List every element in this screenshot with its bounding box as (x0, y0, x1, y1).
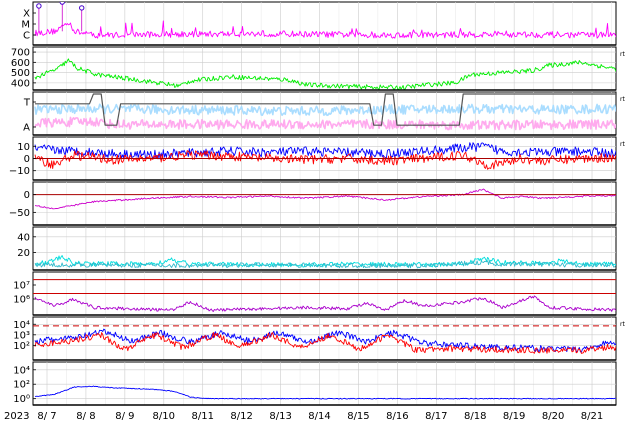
x-start-label: 2023 (4, 411, 29, 422)
series-group (33, 188, 616, 210)
panel-high-energy-proton: 10⁴ 10² 10⁰ (13, 361, 617, 406)
series-line (34, 332, 616, 354)
x-tick-label: 8/ 8 (76, 411, 95, 422)
y-tick-label: M (21, 20, 30, 31)
y-tick-label: 400 (11, 78, 30, 89)
series-group (34, 93, 616, 131)
y-tick-label: 600 (11, 58, 30, 69)
series-line (35, 93, 616, 126)
panel-frame (32, 316, 617, 361)
y-tick-label: 10⁰ (13, 394, 30, 405)
panel-side-tag: rt (620, 96, 625, 103)
panel-frame (32, 46, 617, 91)
series-group (33, 142, 616, 170)
series-line (34, 295, 616, 312)
x-tick-label: 8/15 (347, 411, 369, 422)
x-tick-label: 8/18 (464, 411, 486, 422)
y-tick-label: 10⁷ (13, 281, 30, 292)
y-tick-label: −10 (9, 166, 30, 177)
series-line (34, 116, 616, 131)
panel-side-tag: rt (620, 141, 625, 148)
series-line (34, 328, 616, 353)
series-group (34, 2, 616, 39)
x-tick-label: 8/13 (269, 411, 291, 422)
panel-dst-index: 0 −50 (9, 181, 617, 226)
panel-side-tag: rt (620, 321, 625, 328)
series-line (34, 142, 616, 160)
series-group (34, 58, 616, 90)
y-tick-label: 10² (13, 341, 30, 352)
panel-frame (32, 1, 617, 46)
x-tick-label: 8/20 (542, 411, 564, 422)
x-tick-label: 8/11 (191, 411, 213, 422)
x-tick-label: 8/ 9 (115, 411, 134, 422)
flare-marker (59, 2, 65, 5)
panel-imf-sector: T Art (23, 91, 625, 136)
series-line (34, 260, 616, 269)
series-line (34, 150, 616, 170)
x-tick-label: 8/21 (581, 411, 603, 422)
series-line (34, 58, 616, 90)
y-tick-label: 500 (11, 68, 30, 79)
x-tick-label: 8/ 7 (37, 411, 56, 422)
series-group (34, 385, 616, 400)
y-tick-label: 10⁶ (13, 295, 30, 306)
panel-side-tag: rt (620, 51, 625, 58)
y-tick-label: 10⁴ (13, 320, 30, 331)
panel-xray-class: XMC (21, 1, 617, 46)
y-tick-label: 0 (24, 154, 30, 165)
y-tick-label: A (23, 123, 30, 134)
y-tick-label: −50 (9, 208, 30, 219)
y-tick-label: 40 (17, 232, 30, 243)
panel-frame (32, 361, 617, 406)
y-tick-label: 10⁴ (13, 365, 30, 376)
panel-imf-magnitude-bz: 100−10 rt (9, 136, 625, 181)
x-tick-label: 8/17 (425, 411, 447, 422)
x-tick-label: 8/16 (386, 411, 408, 422)
y-tick-label: X (23, 9, 30, 20)
flare-marker (79, 5, 85, 11)
x-tick-label: 8/19 (503, 411, 525, 422)
series-group (33, 325, 616, 354)
y-tick-label: 10 (17, 142, 30, 153)
y-tick-label: 700 (11, 48, 30, 59)
y-tick-label: 20 (17, 248, 30, 259)
series-line (34, 188, 616, 210)
series-line (34, 103, 616, 117)
y-tick-label: 0 (24, 190, 30, 201)
series-line (34, 20, 616, 39)
y-tick-label: T (23, 98, 31, 109)
series-group (33, 279, 616, 312)
series-line (34, 385, 616, 400)
y-tick-label: 10² (13, 380, 30, 391)
series-group (34, 255, 616, 269)
x-tick-label: 8/12 (230, 411, 252, 422)
panel-frame (32, 181, 617, 226)
y-tick-label: 10³ (13, 330, 30, 341)
x-tick-label: 8/14 (308, 411, 330, 422)
flare-marker (36, 3, 42, 9)
x-tick-label: 8/10 (153, 411, 175, 422)
y-tick-label: C (23, 31, 30, 42)
